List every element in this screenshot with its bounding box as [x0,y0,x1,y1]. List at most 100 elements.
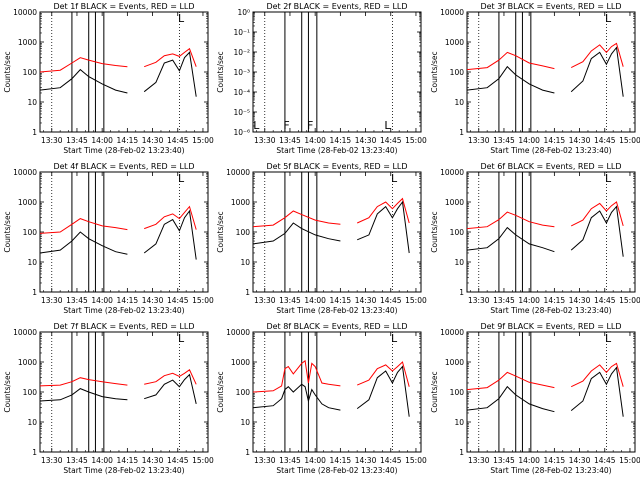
x-tick-label: 13:30 [41,456,63,465]
lld-series-line [39,205,197,234]
lld-series-line [39,369,197,387]
plot-title: Det 6f BLACK = Events, RED = LLD [480,162,621,171]
y-tick-label: 1000 [18,38,37,47]
y-tick-label: 10000 [226,168,250,177]
y-tick-label: 1 [245,288,250,297]
plot-title: Det 4f BLACK = Events, RED = LLD [53,162,194,171]
x-tick-label: 14:00 [518,296,540,305]
x-tick-label: 14:30 [142,456,164,465]
y-tick-label: 1000 [18,198,37,207]
plot-panel: Det 3f BLACK = Events, RED = LLD 1 10 100 10… [430,2,640,155]
y-tick-label: 100 [450,68,465,77]
x-tick-label: 15:00 [192,296,214,305]
y-tick-label: 10⁻⁵ [233,108,250,117]
y-tick-label: 10000 [440,8,464,17]
y-axis-label: Counts/sec [430,51,439,92]
x-tick-label: 14:00 [91,456,113,465]
flag-label: L [384,119,391,132]
flag-label: L [605,12,612,25]
y-tick-label: 10 [27,258,37,267]
flag-label: L [178,332,185,345]
x-tick-label: 14:15 [544,136,566,145]
x-tick-label: 13:30 [254,136,276,145]
x-tick-label: 14:30 [142,296,164,305]
x-tick-label: 14:15 [544,456,566,465]
x-tick-label: 13:45 [279,296,301,305]
x-tick-label: 14:15 [330,456,352,465]
x-tick-label: 14:00 [518,136,540,145]
x-tick-label: 14:45 [167,456,189,465]
plot-title: Det 2f BLACK = Events, RED = LLD [266,2,407,11]
x-tick-label: 13:45 [66,136,88,145]
y-axis-label: Counts/sec [430,211,439,252]
x-axis-label: Start Time (28-Feb-02 13:23:40) [63,146,184,155]
y-tick-label: 100 [23,388,38,397]
x-tick-label: 14:15 [117,296,139,305]
y-tick-label: 1 [32,448,37,457]
x-axis-label: Start Time (28-Feb-02 13:23:40) [276,306,397,315]
x-tick-label: 14:30 [569,456,591,465]
x-axis-label: Start Time (28-Feb-02 13:23:40) [490,466,611,475]
plot-frame [466,331,636,453]
x-tick-label: 13:30 [468,136,490,145]
x-tick-label: 14:30 [355,296,377,305]
x-tick-label: 14:00 [304,136,326,145]
x-tick-label: 14:45 [594,296,616,305]
y-tick-label: 10000 [440,168,464,177]
flag-label: L [178,172,185,185]
x-tick-label: 14:45 [380,456,402,465]
lld-series-line [466,201,624,230]
plot-panel: Det 7f BLACK = Events, RED = LLD 1 10 100 10… [3,322,214,475]
y-tick-label: 1 [32,288,37,297]
events-series-line [39,209,197,260]
flag-label: L [178,12,185,25]
y-tick-label: 100 [450,228,465,237]
x-tick-label: 15:00 [619,136,640,145]
x-tick-label: 15:00 [192,136,214,145]
x-tick-label: 14:00 [304,456,326,465]
x-tick-label: 13:30 [254,296,276,305]
y-tick-label: 1 [459,288,464,297]
y-tick-label: 10⁻¹ [233,28,250,37]
events-series-line [39,51,197,97]
plot-frame [252,331,422,453]
plot-title: Det 3f BLACK = Events, RED = LLD [480,2,621,11]
plot-panel: Det 6f BLACK = Events, RED = LLD 1 10 100 10… [430,162,640,315]
y-tick-label: 10 [454,98,464,107]
y-axis-label: Counts/sec [3,51,12,92]
x-tick-label: 13:45 [66,456,88,465]
y-axis-label: Counts/sec [216,51,225,92]
y-tick-label: 10 [27,98,37,107]
x-tick-label: 14:15 [544,296,566,305]
y-tick-label: 10⁻³ [233,68,250,77]
x-tick-label: 14:30 [569,296,591,305]
x-tick-label: 14:45 [594,456,616,465]
x-tick-label: 15:00 [619,296,640,305]
y-tick-label: 10 [27,418,37,427]
x-tick-label: 14:30 [569,136,591,145]
y-tick-label: 1000 [445,38,464,47]
plot-panel: Det 2f BLACK = Events, RED = LLD 10⁻⁶ 10⁻⁵… [216,2,427,155]
x-tick-label: 14:15 [330,296,352,305]
x-tick-label: 15:00 [405,296,427,305]
x-tick-label: 13:45 [66,296,88,305]
y-tick-label: 100 [23,228,38,237]
flag-label: L [605,172,612,185]
x-tick-label: 14:30 [355,136,377,145]
events-series-line [466,205,624,257]
y-tick-label: 10⁻⁶ [233,128,250,137]
y-tick-label: 1 [459,128,464,137]
plot-panel: Det 5f BLACK = Events, RED = LLD 1 10 100 10… [216,162,427,315]
x-tick-label: 13:30 [468,296,490,305]
plot-title: Det 8f BLACK = Events, RED = LLD [266,322,407,331]
plot-frame [252,11,422,133]
y-tick-label: 1 [32,128,37,137]
plot-frame [39,11,209,133]
x-tick-label: 14:15 [330,136,352,145]
plot-title: Det 5f BLACK = Events, RED = LLD [266,162,407,171]
x-tick-label: 14:45 [167,296,189,305]
x-tick-label: 14:00 [91,296,113,305]
lld-series-line [252,359,410,393]
flag-label: F [283,119,289,132]
